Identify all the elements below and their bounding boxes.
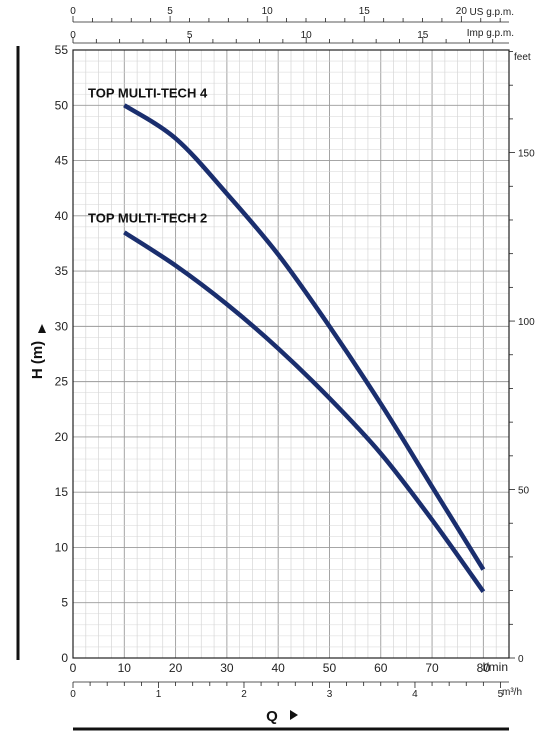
y-tick-label: 50	[55, 98, 69, 112]
y-axis-arrow-icon	[38, 324, 46, 333]
x-tick-label: 80	[477, 661, 491, 675]
x-axis-title: Q	[266, 708, 278, 725]
imp-gpm-label: Imp g.p.m.	[467, 28, 514, 39]
feet-axis-ticks: 0 50 100 150	[509, 51, 535, 665]
grid	[72, 49, 510, 659]
feet-tick-label: 0	[518, 654, 524, 665]
m3h-label: m³/h	[502, 687, 522, 698]
imp-gpm-tick-label: 15	[417, 30, 429, 41]
feet-tick-label: 150	[518, 149, 535, 160]
y-axis-title: H (m)	[29, 341, 46, 379]
us-gpm-tick-label: 0	[70, 6, 76, 17]
x-tick-label: 0	[70, 661, 77, 675]
y-axis-ticks: 0 5 10 15 20 25 30 35 40 45 50 55	[55, 43, 69, 665]
y-tick-label: 55	[55, 43, 69, 57]
y-tick-label: 15	[55, 485, 69, 499]
x-tick-label: 70	[425, 661, 439, 675]
y-tick-label: 25	[55, 375, 69, 389]
series-label-multitech-2: TOP MULTI-TECH 2	[88, 210, 207, 225]
feet-axis-label: feet	[514, 52, 531, 63]
m3h-tick-label: 5	[498, 689, 504, 700]
m3h-axis: 0 1 2 3 4 5	[70, 681, 509, 700]
us-gpm-label: US g.p.m.	[470, 7, 514, 18]
imp-gpm-tick-label: 10	[301, 30, 313, 41]
imp-gpm-axis: 0 5 10 15	[70, 30, 509, 44]
m3h-tick-label: 4	[412, 689, 418, 700]
y-tick-label: 0	[61, 651, 68, 665]
x-tick-label: 50	[323, 661, 337, 675]
series-lines	[123, 103, 486, 593]
feet-tick-label: 100	[518, 317, 535, 328]
us-gpm-tick-label: 5	[167, 6, 173, 17]
m3h-tick-label: 2	[241, 689, 247, 700]
x-axis-arrow-icon	[290, 710, 298, 720]
x-unit-label: l/min	[483, 660, 508, 674]
x-tick-label: 30	[220, 661, 234, 675]
x-axis-ticks: 0 10 20 30 40 50 60 70 80	[70, 661, 491, 675]
imp-gpm-tick-label: 5	[187, 30, 193, 41]
x-tick-label: 20	[169, 661, 183, 675]
us-gpm-tick-label: 20	[456, 6, 468, 17]
x-tick-label: 10	[118, 661, 132, 675]
us-gpm-axis: 0 5 10 15 20	[70, 6, 509, 23]
x-tick-label: 60	[374, 661, 388, 675]
y-tick-label: 5	[61, 596, 68, 610]
m3h-tick-label: 3	[327, 689, 333, 700]
y-tick-label: 10	[55, 540, 69, 554]
y-tick-label: 35	[55, 264, 69, 278]
m3h-tick-label: 1	[156, 689, 162, 700]
imp-gpm-tick-label: 0	[70, 30, 76, 41]
feet-tick-label: 50	[518, 486, 530, 497]
us-gpm-tick-label: 15	[359, 6, 371, 17]
series-label-multitech-4: TOP MULTI-TECH 4	[88, 85, 208, 100]
x-tick-label: 40	[271, 661, 285, 675]
y-tick-label: 40	[55, 209, 69, 223]
series-line-multitech-2	[123, 230, 486, 593]
plot-frame	[72, 49, 510, 659]
m3h-tick-label: 0	[70, 689, 76, 700]
us-gpm-tick-label: 10	[262, 6, 274, 17]
y-tick-label: 45	[55, 154, 69, 168]
y-tick-label: 30	[55, 319, 69, 333]
series-line-multitech-4	[123, 103, 486, 571]
y-tick-label: 20	[55, 430, 69, 444]
